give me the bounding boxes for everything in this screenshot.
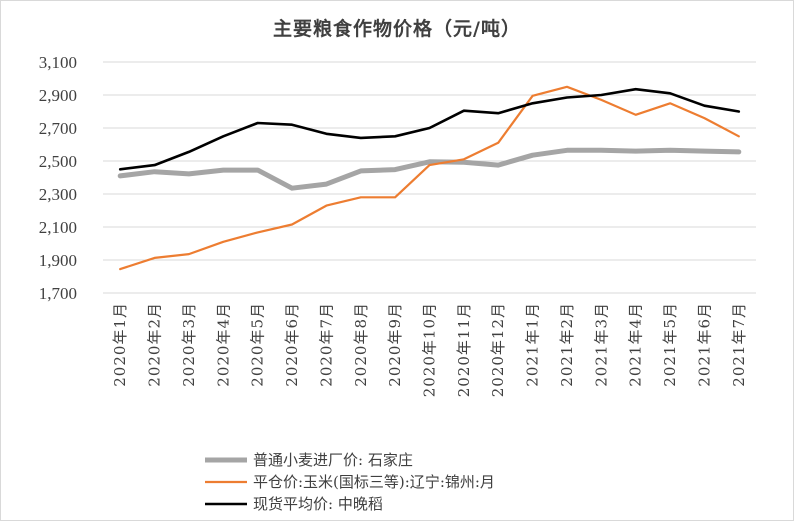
y-tick-label: 2,700	[39, 119, 77, 138]
y-tick-label: 2,500	[39, 152, 77, 171]
x-tick-label: 2020年8月	[352, 302, 370, 387]
x-tick-label: 2021年6月	[695, 302, 713, 387]
x-tick-label: 2020年5月	[249, 302, 267, 387]
x-tick-label: 2021年3月	[592, 302, 610, 387]
y-tick-label: 1,900	[39, 251, 77, 270]
x-tick-label: 2020年7月	[317, 302, 335, 387]
x-tick-label: 2020年1月	[111, 302, 129, 387]
y-tick-label: 2,300	[39, 185, 77, 204]
y-tick-label: 2,900	[39, 86, 77, 105]
legend-label: 平仓价:玉米(国标三等):辽宁:锦州:月	[253, 473, 495, 491]
x-tick-label: 2020年11月	[455, 302, 473, 397]
x-tick-label: 2020年2月	[146, 302, 164, 387]
y-tick-label: 3,100	[39, 53, 77, 72]
legend-label: 普通小麦进厂价: 石家庄	[253, 451, 413, 469]
series-line-2	[119, 85, 740, 271]
x-tick-label: 2020年3月	[180, 302, 198, 387]
series-line-1	[117, 147, 742, 191]
x-tick-label: 2020年6月	[283, 302, 301, 387]
x-tick-label: 2021年7月	[730, 302, 748, 387]
x-tick-label: 2021年4月	[627, 302, 645, 387]
legend-label: 现货平均价: 中晚稻	[253, 495, 383, 513]
x-tick-label: 2021年1月	[524, 302, 542, 387]
x-tick-label: 2020年10月	[421, 302, 439, 397]
x-tick-label: 2020年12月	[489, 302, 507, 397]
y-tick-label: 2,100	[39, 218, 77, 237]
x-tick-label: 2020年4月	[214, 302, 232, 387]
chart-title: 主要粮食作物价格（元/吨）	[273, 18, 521, 40]
y-tick-label: 1,700	[39, 284, 77, 303]
x-tick-label: 2021年5月	[661, 302, 679, 387]
series-line-3	[118, 87, 741, 171]
x-tick-label: 2021年2月	[558, 302, 576, 387]
x-tick-label: 2020年9月	[386, 302, 404, 387]
